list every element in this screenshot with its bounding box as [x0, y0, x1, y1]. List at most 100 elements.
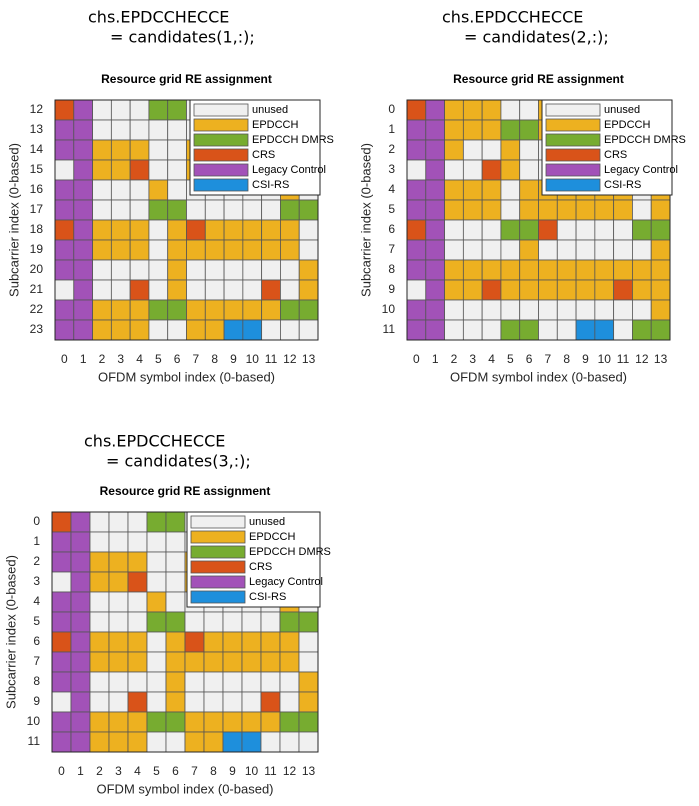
cell [92, 279, 112, 301]
cell [167, 239, 187, 261]
y-tick-label: 13 [30, 122, 44, 136]
annotation: chs.EPDCCHECCE [88, 8, 229, 27]
cell [425, 119, 445, 141]
x-tick-label: 2 [99, 352, 106, 366]
legend-label: unused [249, 516, 285, 528]
cell [538, 279, 558, 301]
y-tick-label: 9 [33, 694, 40, 708]
cell [650, 279, 671, 301]
cell [613, 259, 633, 281]
cell [223, 239, 244, 261]
cell [148, 279, 169, 301]
cell [89, 671, 110, 693]
cell [261, 199, 281, 221]
cell [204, 219, 225, 241]
cell [280, 279, 300, 301]
cell [594, 259, 615, 281]
cell [110, 239, 131, 261]
cell [127, 571, 148, 593]
cell [146, 671, 167, 693]
cell [108, 651, 129, 673]
cell [575, 299, 596, 321]
chart-title: Resource grid RE assignment [453, 72, 624, 86]
cell [406, 279, 427, 301]
cell [203, 651, 224, 673]
cell [406, 319, 427, 341]
cell [462, 259, 483, 281]
cell [129, 259, 150, 281]
cell [108, 691, 129, 713]
cell [222, 731, 243, 753]
x-tick-label: 8 [563, 352, 570, 366]
cell [500, 99, 521, 121]
x-tick-label: 8 [210, 764, 217, 778]
cell [298, 651, 319, 673]
cell [260, 671, 281, 693]
x-axis-label: OFDM symbol index (0-based) [97, 781, 274, 796]
cell [184, 731, 205, 753]
cell [204, 319, 225, 341]
cell [500, 319, 521, 341]
cell [500, 119, 521, 141]
cell [519, 319, 539, 341]
y-tick-label: 10 [27, 714, 41, 728]
x-tick-label: 1 [432, 352, 439, 366]
cell [500, 259, 521, 281]
cell [73, 199, 93, 221]
cell [148, 239, 169, 261]
legend-swatch [190, 590, 246, 604]
cell [203, 711, 224, 733]
cell [51, 591, 72, 613]
x-tick-label: 4 [134, 764, 141, 778]
cell [425, 239, 445, 261]
x-tick-label: 9 [229, 764, 236, 778]
cell [203, 691, 224, 713]
cell [51, 671, 72, 693]
cell [298, 299, 319, 321]
cell [129, 299, 150, 321]
x-tick-label: 1 [80, 352, 87, 366]
x-tick-label: 10 [245, 764, 259, 778]
cell [481, 259, 502, 281]
cell [110, 279, 131, 301]
cell [129, 159, 150, 181]
cell [204, 259, 225, 281]
cell [462, 179, 483, 201]
x-tick-label: 2 [96, 764, 103, 778]
cell [167, 159, 187, 181]
cell [204, 299, 225, 321]
cell [203, 731, 224, 753]
cell [129, 279, 150, 301]
x-tick-label: 13 [302, 764, 316, 778]
cell [54, 259, 75, 281]
cell [632, 279, 652, 301]
y-axis-label: Subcarrier index (0-based) [3, 555, 18, 709]
cell [222, 671, 243, 693]
cell [129, 139, 150, 161]
cell [186, 219, 206, 241]
chart: chs.EPDCCHECCE= candidates(3,:); Resource… [3, 432, 330, 797]
cell [613, 319, 633, 341]
cell [538, 299, 558, 321]
cell [89, 631, 110, 653]
cell [51, 531, 72, 553]
cell [167, 279, 187, 301]
cell [110, 139, 131, 161]
y-tick-label: 17 [30, 202, 44, 216]
cell [165, 551, 186, 573]
legend-swatch [190, 545, 246, 559]
cell [129, 179, 150, 201]
x-tick-label: 6 [526, 352, 533, 366]
cell [632, 259, 652, 281]
x-tick-label: 13 [654, 352, 668, 366]
cell [73, 319, 93, 341]
legend-label: CRS [249, 561, 272, 573]
cell [500, 299, 521, 321]
cell [298, 631, 319, 653]
cell [241, 731, 262, 753]
cell [73, 179, 93, 201]
cell [444, 99, 464, 121]
cell [613, 219, 633, 241]
cell [146, 531, 167, 553]
cell [70, 651, 91, 673]
